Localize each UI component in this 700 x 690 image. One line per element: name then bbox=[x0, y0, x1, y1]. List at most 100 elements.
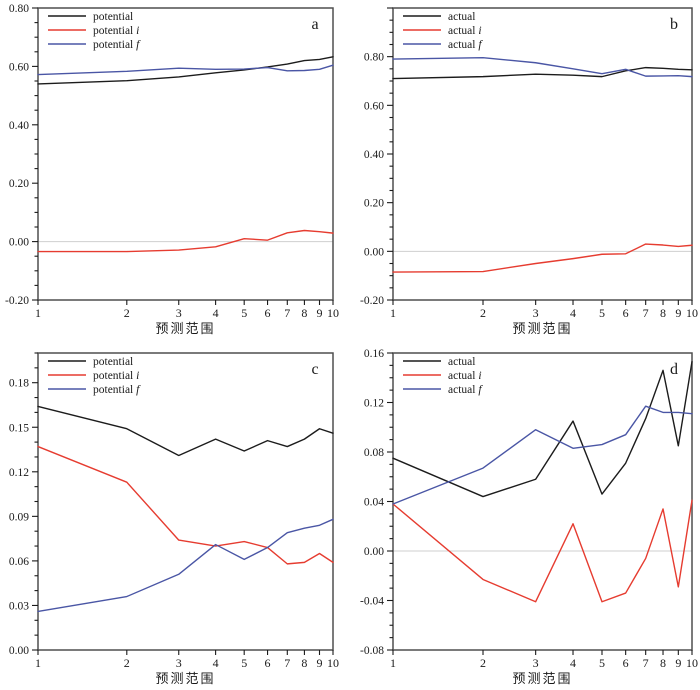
x-tick-label: 3 bbox=[533, 306, 539, 320]
plot-frame bbox=[37, 7, 334, 301]
x-tick-label: 6 bbox=[265, 656, 271, 670]
x-tick-label: 6 bbox=[623, 656, 629, 670]
x-tick-label: 2 bbox=[480, 656, 486, 670]
x-tick-label: 3 bbox=[176, 306, 182, 320]
x-tick-label: 8 bbox=[660, 306, 666, 320]
legend-label: actual bbox=[448, 356, 475, 368]
y-tick-label: 0.00 bbox=[364, 546, 384, 558]
plot-frame bbox=[392, 7, 693, 301]
y-tick-label: 0.80 bbox=[364, 52, 384, 64]
legend-label: potential bbox=[93, 356, 133, 368]
x-tick-label: 10 bbox=[686, 306, 698, 320]
y-tick-label: 0.40 bbox=[9, 120, 29, 132]
x-tick-label: 9 bbox=[317, 656, 323, 670]
panel-letter: d bbox=[670, 361, 678, 378]
y-tick-label: -0.20 bbox=[360, 295, 384, 307]
x-tick-label: 10 bbox=[327, 306, 339, 320]
series-line-actual-i bbox=[392, 499, 693, 603]
y-tick-label: -0.20 bbox=[5, 295, 29, 307]
legend-label: actual f bbox=[448, 39, 483, 51]
x-tick-label: 2 bbox=[480, 306, 486, 320]
x-tick-label: 9 bbox=[675, 306, 681, 320]
series-line-actual bbox=[392, 360, 693, 498]
series-line-actual-i bbox=[392, 243, 693, 273]
y-tick-label: 0.40 bbox=[364, 149, 384, 161]
x-tick-label: 3 bbox=[533, 656, 539, 670]
series-line-potential-f bbox=[37, 64, 334, 76]
x-tick-label: 5 bbox=[241, 656, 247, 670]
y-tick-label: 0.60 bbox=[9, 61, 29, 73]
legend-label: actual i bbox=[448, 25, 482, 37]
x-tick-label: 6 bbox=[265, 306, 271, 320]
series-line-potential-i bbox=[37, 229, 334, 253]
series-line-actual-f bbox=[392, 56, 693, 78]
y-tick-label: 0.15 bbox=[9, 422, 29, 434]
y-tick-label: -0.04 bbox=[360, 596, 384, 608]
legend-label: potential f bbox=[93, 384, 141, 396]
legend-label: actual i bbox=[448, 370, 482, 382]
x-tick-label: 2 bbox=[124, 656, 130, 670]
plot-frame bbox=[392, 352, 693, 651]
x-tick-label: 3 bbox=[176, 656, 182, 670]
y-tick-label: 0.12 bbox=[364, 398, 384, 410]
y-tick-label: 0.00 bbox=[364, 246, 384, 258]
panel-letter: c bbox=[311, 361, 318, 378]
legend-label: potential bbox=[93, 11, 133, 23]
y-tick-label: 0.04 bbox=[364, 497, 384, 509]
series-line-potential-i bbox=[37, 445, 334, 565]
y-tick-label: 0.12 bbox=[9, 467, 29, 479]
series-line-potential bbox=[37, 405, 334, 457]
x-tick-label: 10 bbox=[327, 656, 339, 670]
y-tick-label: 0.60 bbox=[364, 100, 384, 112]
x-tick-label: 7 bbox=[643, 656, 649, 670]
panel-a: -0.20 0.00 0.20 0.40 0.60 0.80 1 2 3 4 5 6 7 8 9 10 pote… bbox=[5, 3, 339, 336]
x-tick-label: 1 bbox=[390, 656, 396, 670]
x-axis-title: 预测范围 bbox=[512, 671, 572, 686]
y-tick-label: 0.00 bbox=[9, 237, 29, 249]
series-line-actual-f bbox=[392, 405, 693, 505]
x-tick-label: 7 bbox=[284, 306, 290, 320]
panel-letter: b bbox=[670, 16, 678, 33]
panel-d: -0.08 -0.04 0.00 0.04 0.08 0.12 0.16 1 2 3 4 5 6 7 8 9 1… bbox=[360, 348, 698, 686]
y-tick-label: 0.08 bbox=[364, 447, 384, 459]
legend-label: actual f bbox=[448, 384, 483, 396]
y-tick-label: 0.09 bbox=[9, 511, 29, 523]
legend-label: potential f bbox=[93, 39, 141, 51]
x-tick-label: 7 bbox=[643, 306, 649, 320]
x-tick-label: 5 bbox=[241, 306, 247, 320]
y-tick-label: 0.18 bbox=[9, 378, 29, 390]
x-tick-label: 2 bbox=[124, 306, 130, 320]
legend-label: potential i bbox=[93, 25, 139, 37]
x-tick-label: 1 bbox=[35, 656, 41, 670]
x-tick-label: 5 bbox=[599, 656, 605, 670]
x-tick-label: 4 bbox=[213, 656, 219, 670]
x-tick-label: 4 bbox=[213, 306, 219, 320]
x-axis-title: 预测范围 bbox=[512, 321, 572, 336]
x-tick-label: 6 bbox=[623, 306, 629, 320]
x-tick-label: 9 bbox=[675, 656, 681, 670]
y-tick-label: 0.06 bbox=[9, 556, 29, 568]
panel-c: 0.00 0.03 0.06 0.09 0.12 0.15 0.18 1 2 3 4 5 6 7 8 9 10 p… bbox=[9, 352, 339, 686]
x-tick-label: 1 bbox=[35, 306, 41, 320]
x-tick-label: 5 bbox=[599, 306, 605, 320]
legend-label: potential i bbox=[93, 370, 139, 382]
y-tick-label: 0.20 bbox=[364, 198, 384, 210]
series-line-actual bbox=[392, 66, 693, 80]
x-tick-label: 4 bbox=[570, 306, 576, 320]
y-tick-label: 0.03 bbox=[9, 600, 29, 612]
x-axis-title: 预测范围 bbox=[155, 671, 215, 686]
x-tick-label: 10 bbox=[686, 656, 698, 670]
y-tick-label: 0.20 bbox=[9, 178, 29, 190]
panel-letter: a bbox=[311, 16, 318, 33]
x-tick-label: 4 bbox=[570, 656, 576, 670]
x-tick-label: 8 bbox=[301, 306, 307, 320]
legend-label: actual bbox=[448, 11, 475, 23]
panel-b: -0.20 0.00 0.20 0.40 0.60 0.80 1 2 3 4 5 6 7 8 9 10 actu… bbox=[360, 7, 698, 336]
x-tick-label: 9 bbox=[317, 306, 323, 320]
x-tick-label: 7 bbox=[284, 656, 290, 670]
x-axis-title: 预测范围 bbox=[155, 321, 215, 336]
y-tick-label: 0.00 bbox=[9, 645, 29, 657]
y-tick-label: 0.16 bbox=[364, 348, 384, 360]
x-tick-label: 8 bbox=[301, 656, 307, 670]
